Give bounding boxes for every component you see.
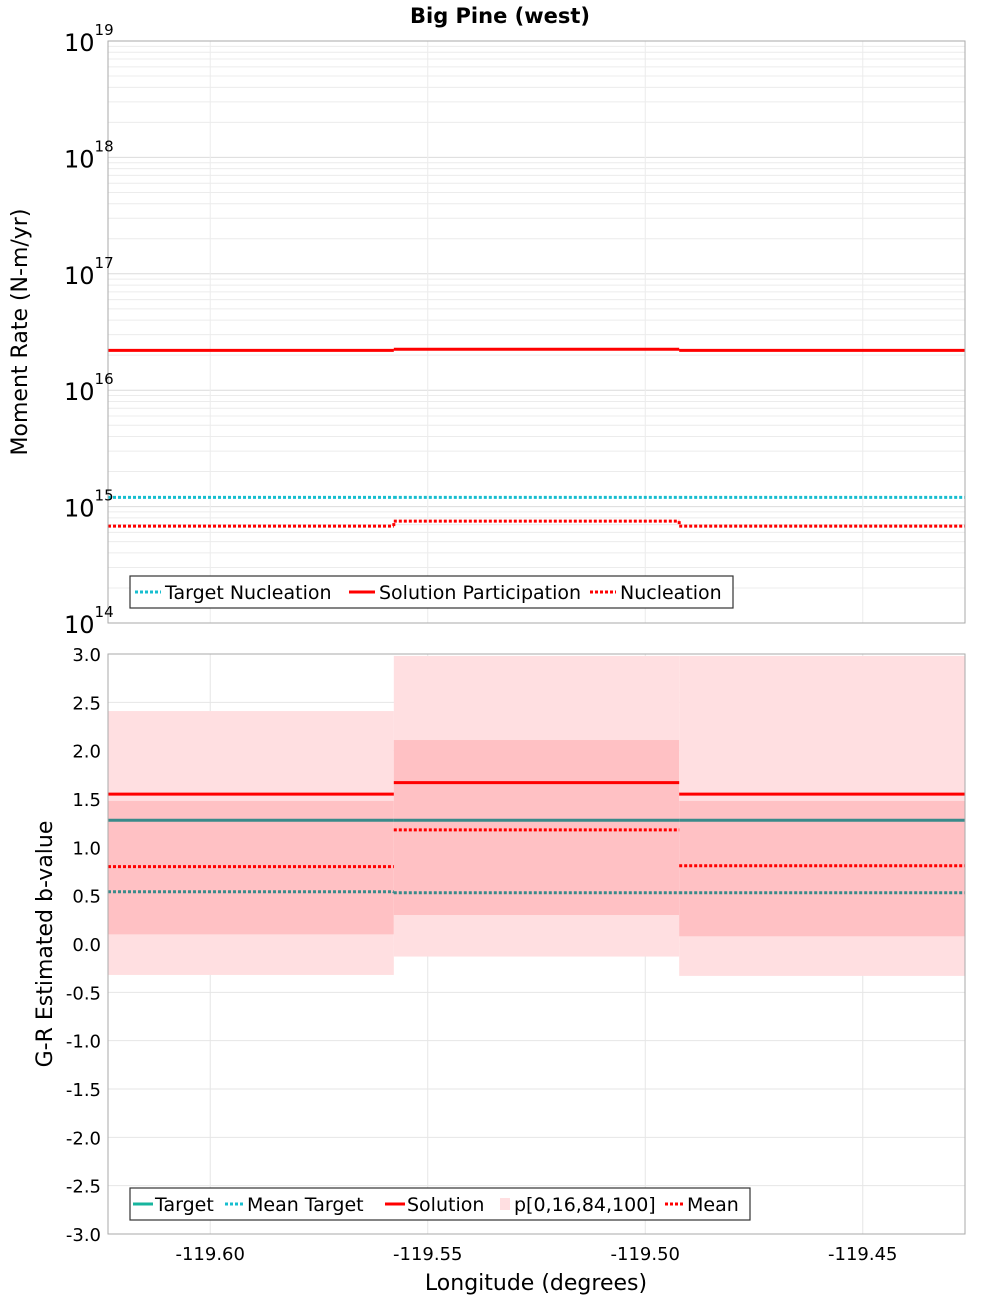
bottom-y-tick-label: 3.0 bbox=[72, 645, 101, 666]
bottom-legend-box bbox=[129, 1187, 751, 1221]
bottom-series-2 bbox=[108, 781, 965, 796]
bottom-legend: Target Mean Target Solution p[0,16,84,100] M… bbox=[129, 1187, 751, 1221]
bottom-legend-label: Solution bbox=[407, 1194, 484, 1216]
bottom-series bbox=[108, 781, 965, 895]
x-tick-label: -119.60 bbox=[175, 1244, 244, 1265]
top-series-1 bbox=[108, 347, 965, 352]
top-y-axis-label: Moment Rate (N-m/yr) bbox=[8, 209, 33, 456]
bottom-series-1 bbox=[108, 890, 965, 895]
band-inner bbox=[393, 740, 680, 915]
bottom-legend-item: Mean Target bbox=[225, 1194, 364, 1216]
top-legend-item: Target Nucleation bbox=[135, 582, 332, 604]
bottom-plot-frame bbox=[107, 653, 966, 1235]
bottom-y-tick-labels: 3.0 2.5 2.0 1.5 1.0 0.5 0.0 -0.5 -1.0 -1.5 -2.0 -2.… bbox=[66, 645, 101, 1246]
bottom-legend-swatch bbox=[500, 1198, 510, 1210]
bottom-legend-item: p[0,16,84,100] bbox=[500, 1194, 656, 1216]
x-tick-labels: -119.60 -119.55 -119.50 -119.45 bbox=[175, 1244, 897, 1265]
top-legend-label: Solution Participation bbox=[379, 582, 581, 604]
bottom-legend-label: Mean Target bbox=[247, 1194, 364, 1216]
bottom-y-tick-label: 1.5 bbox=[72, 790, 101, 811]
bottom-series-3 bbox=[108, 828, 965, 869]
x-tick-label: -119.45 bbox=[828, 1244, 897, 1265]
top-plot-frame bbox=[107, 40, 966, 624]
bottom-y-tick-label: 2.5 bbox=[72, 693, 101, 714]
x-tick-label: -119.55 bbox=[393, 1244, 462, 1265]
bottom-y-tick-label: -2.0 bbox=[66, 1128, 101, 1149]
bottom-legend-label: Mean bbox=[687, 1194, 739, 1216]
bottom-y-tick-label: -1.0 bbox=[66, 1032, 101, 1053]
top-panel: 1019 1018 1017 1016 1015 1014 Moment Rate (N-… bbox=[8, 21, 966, 639]
bottom-y-tick-label: 0.0 bbox=[72, 935, 101, 956]
top-legend: Target Nucleation Solution Participation N… bbox=[129, 575, 734, 609]
bottom-y-tick-label: 0.5 bbox=[72, 887, 101, 908]
bottom-y-axis-label: G-R Estimated b-value bbox=[33, 821, 58, 1068]
bottom-y-tick-label: -3.0 bbox=[66, 1225, 101, 1246]
top-y-tick-label: 1019 bbox=[64, 21, 114, 57]
bottom-y-tick-label: 2.0 bbox=[72, 742, 101, 763]
top-y-tick-label: 1015 bbox=[64, 487, 114, 523]
top-legend-box bbox=[129, 575, 734, 609]
top-y-tick-label: 1016 bbox=[64, 370, 114, 406]
top-legend-item: Nucleation bbox=[590, 582, 722, 604]
top-legend-label: Target Nucleation bbox=[164, 582, 332, 604]
bottom-legend-item: Mean bbox=[665, 1194, 739, 1216]
x-tick-label: -119.50 bbox=[611, 1244, 680, 1265]
top-y-tick-label: 1018 bbox=[64, 137, 114, 173]
bottom-legend-label: Target bbox=[154, 1194, 214, 1216]
top-y-tick-label: 1014 bbox=[64, 603, 114, 639]
bottom-y-tick-label: -2.5 bbox=[66, 1177, 101, 1198]
top-series bbox=[108, 347, 965, 528]
top-y-tick-labels: 1019 1018 1017 1016 1015 1014 bbox=[64, 21, 114, 639]
bottom-bands bbox=[108, 655, 965, 976]
bottom-legend-item: Solution bbox=[385, 1194, 484, 1216]
bottom-y-tick-label: -1.5 bbox=[66, 1080, 101, 1101]
x-axis-label: Longitude (degrees) bbox=[425, 1271, 647, 1296]
bottom-y-tick-label: -0.5 bbox=[66, 983, 101, 1004]
chart-title: Big Pine (west) bbox=[410, 4, 590, 28]
bottom-legend-item: Target bbox=[133, 1194, 214, 1216]
band-inner bbox=[679, 800, 965, 937]
bottom-panel: 3.0 2.5 2.0 1.5 1.0 0.5 0.0 -0.5 -1.0 -1.5 -2.0 -2.… bbox=[33, 645, 966, 1296]
bottom-legend-label: p[0,16,84,100] bbox=[514, 1194, 656, 1216]
top-grid bbox=[108, 41, 965, 624]
bottom-y-tick-label: 1.0 bbox=[72, 838, 101, 859]
top-y-tick-label: 1017 bbox=[64, 254, 114, 290]
top-series-2 bbox=[108, 519, 965, 528]
top-legend-item: Solution Participation bbox=[349, 582, 581, 604]
top-legend-label: Nucleation bbox=[620, 582, 722, 604]
